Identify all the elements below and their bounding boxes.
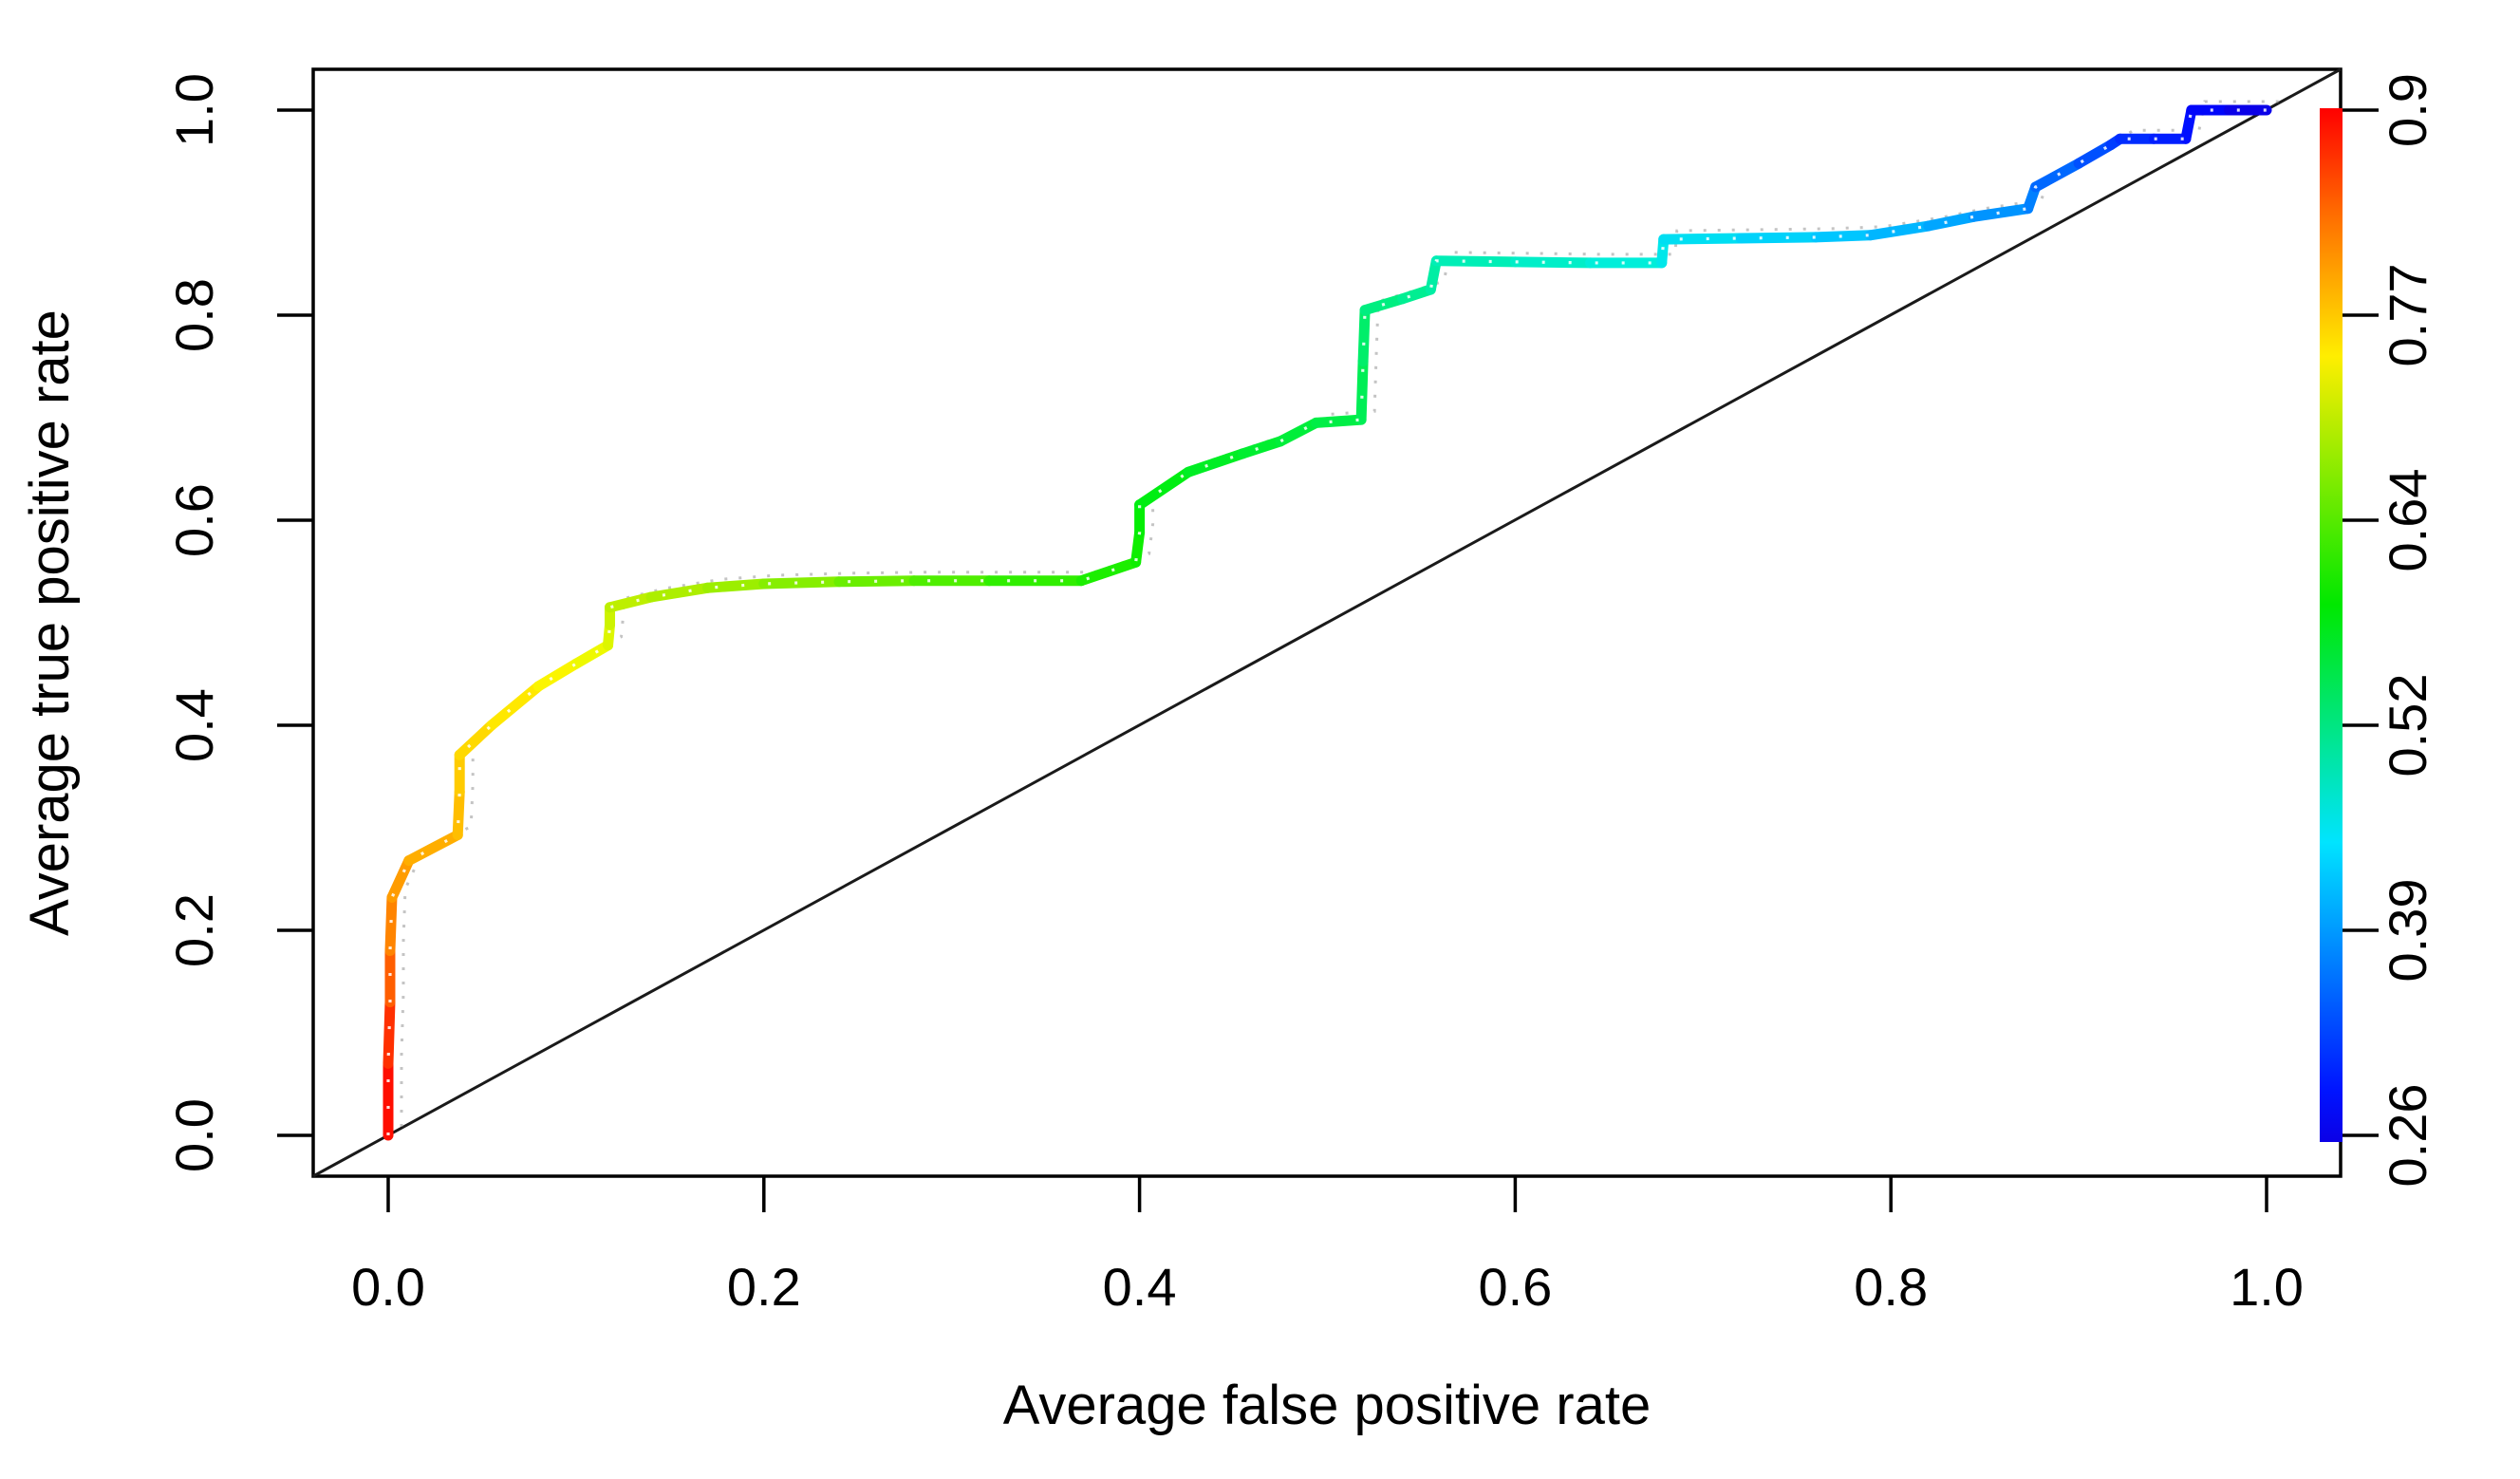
roc-curve-segment	[1311, 414, 1367, 428]
plot-area: 0.0 0.2 0.4 0.6 0.8 1.0 0.0 0.2 0.4 0.6 0.8 1.0 0.9 0…	[164, 67, 2437, 1317]
roc-curve-segment	[1183, 448, 1248, 477]
x-tick-label: 0.0	[351, 1257, 425, 1317]
y-tick-label: 0.0	[164, 1098, 224, 1172]
roc-curve-segment	[1430, 255, 1521, 268]
x-axis-title: Average false positive rate	[1003, 1375, 1651, 1436]
roc-curve-segment	[486, 681, 544, 731]
y-tick-label: 0.4	[164, 688, 224, 762]
roc-curve-segment	[452, 786, 465, 841]
roc-curve-segment	[1810, 230, 1876, 243]
y-axis-title: Average true positive rate	[19, 309, 81, 936]
roc-curve-segment	[1275, 417, 1322, 447]
colorbar-tick-label: 0.26	[2378, 1084, 2437, 1188]
roc-curve-segment	[454, 720, 497, 760]
colorbar-tick-label: 0.77	[2378, 264, 2437, 367]
roc-curve-segment	[758, 576, 845, 590]
y-tick-label: 0.2	[164, 893, 224, 967]
roc-curve-segment	[1658, 233, 1746, 245]
roc-curve-segment	[1509, 256, 1596, 269]
roc-curve-segment	[605, 591, 657, 613]
colorbar-tick-label: 0.9	[2378, 73, 2437, 147]
colorbar-tick-label: 0.39	[2378, 879, 2437, 983]
roc-curve-segment	[1134, 466, 1194, 511]
roc-curve-segment	[1923, 211, 1979, 232]
roc-curve-segment	[532, 658, 582, 692]
roc-curve-echo-dotted	[400, 100, 2280, 1127]
roc-curve-segment	[1075, 556, 1142, 587]
diagonal-reference-line	[312, 67, 2342, 1178]
roc-curve-segment	[1735, 232, 1821, 244]
x-tick-label: 0.4	[1103, 1257, 1177, 1317]
roc-curve-segment	[2030, 158, 2084, 193]
colorbar	[2320, 108, 2343, 1142]
x-tick-label: 0.8	[1854, 1257, 1928, 1317]
roc-curve-segment	[1968, 203, 2034, 222]
x-tick-label: 1.0	[2230, 1257, 2304, 1317]
roc-curve-segment	[570, 640, 614, 669]
colorbar-tick-label: 0.64	[2378, 469, 2437, 572]
y-tick-label: 0.6	[164, 483, 224, 557]
roc-curve-segment	[403, 830, 463, 867]
y-tick-label: 0.8	[164, 278, 224, 352]
colorbar-tick-label: 0.52	[2378, 674, 2437, 777]
x-tick-label: 0.6	[1478, 1257, 1552, 1317]
x-tick-label: 0.2	[727, 1257, 801, 1317]
roc-curve-segment	[1237, 436, 1286, 459]
roc-curve-segment	[386, 855, 415, 903]
roc-curve-segment	[384, 891, 398, 957]
roc-curve-segment	[645, 582, 713, 603]
y-tick-label: 1.0	[164, 73, 224, 147]
